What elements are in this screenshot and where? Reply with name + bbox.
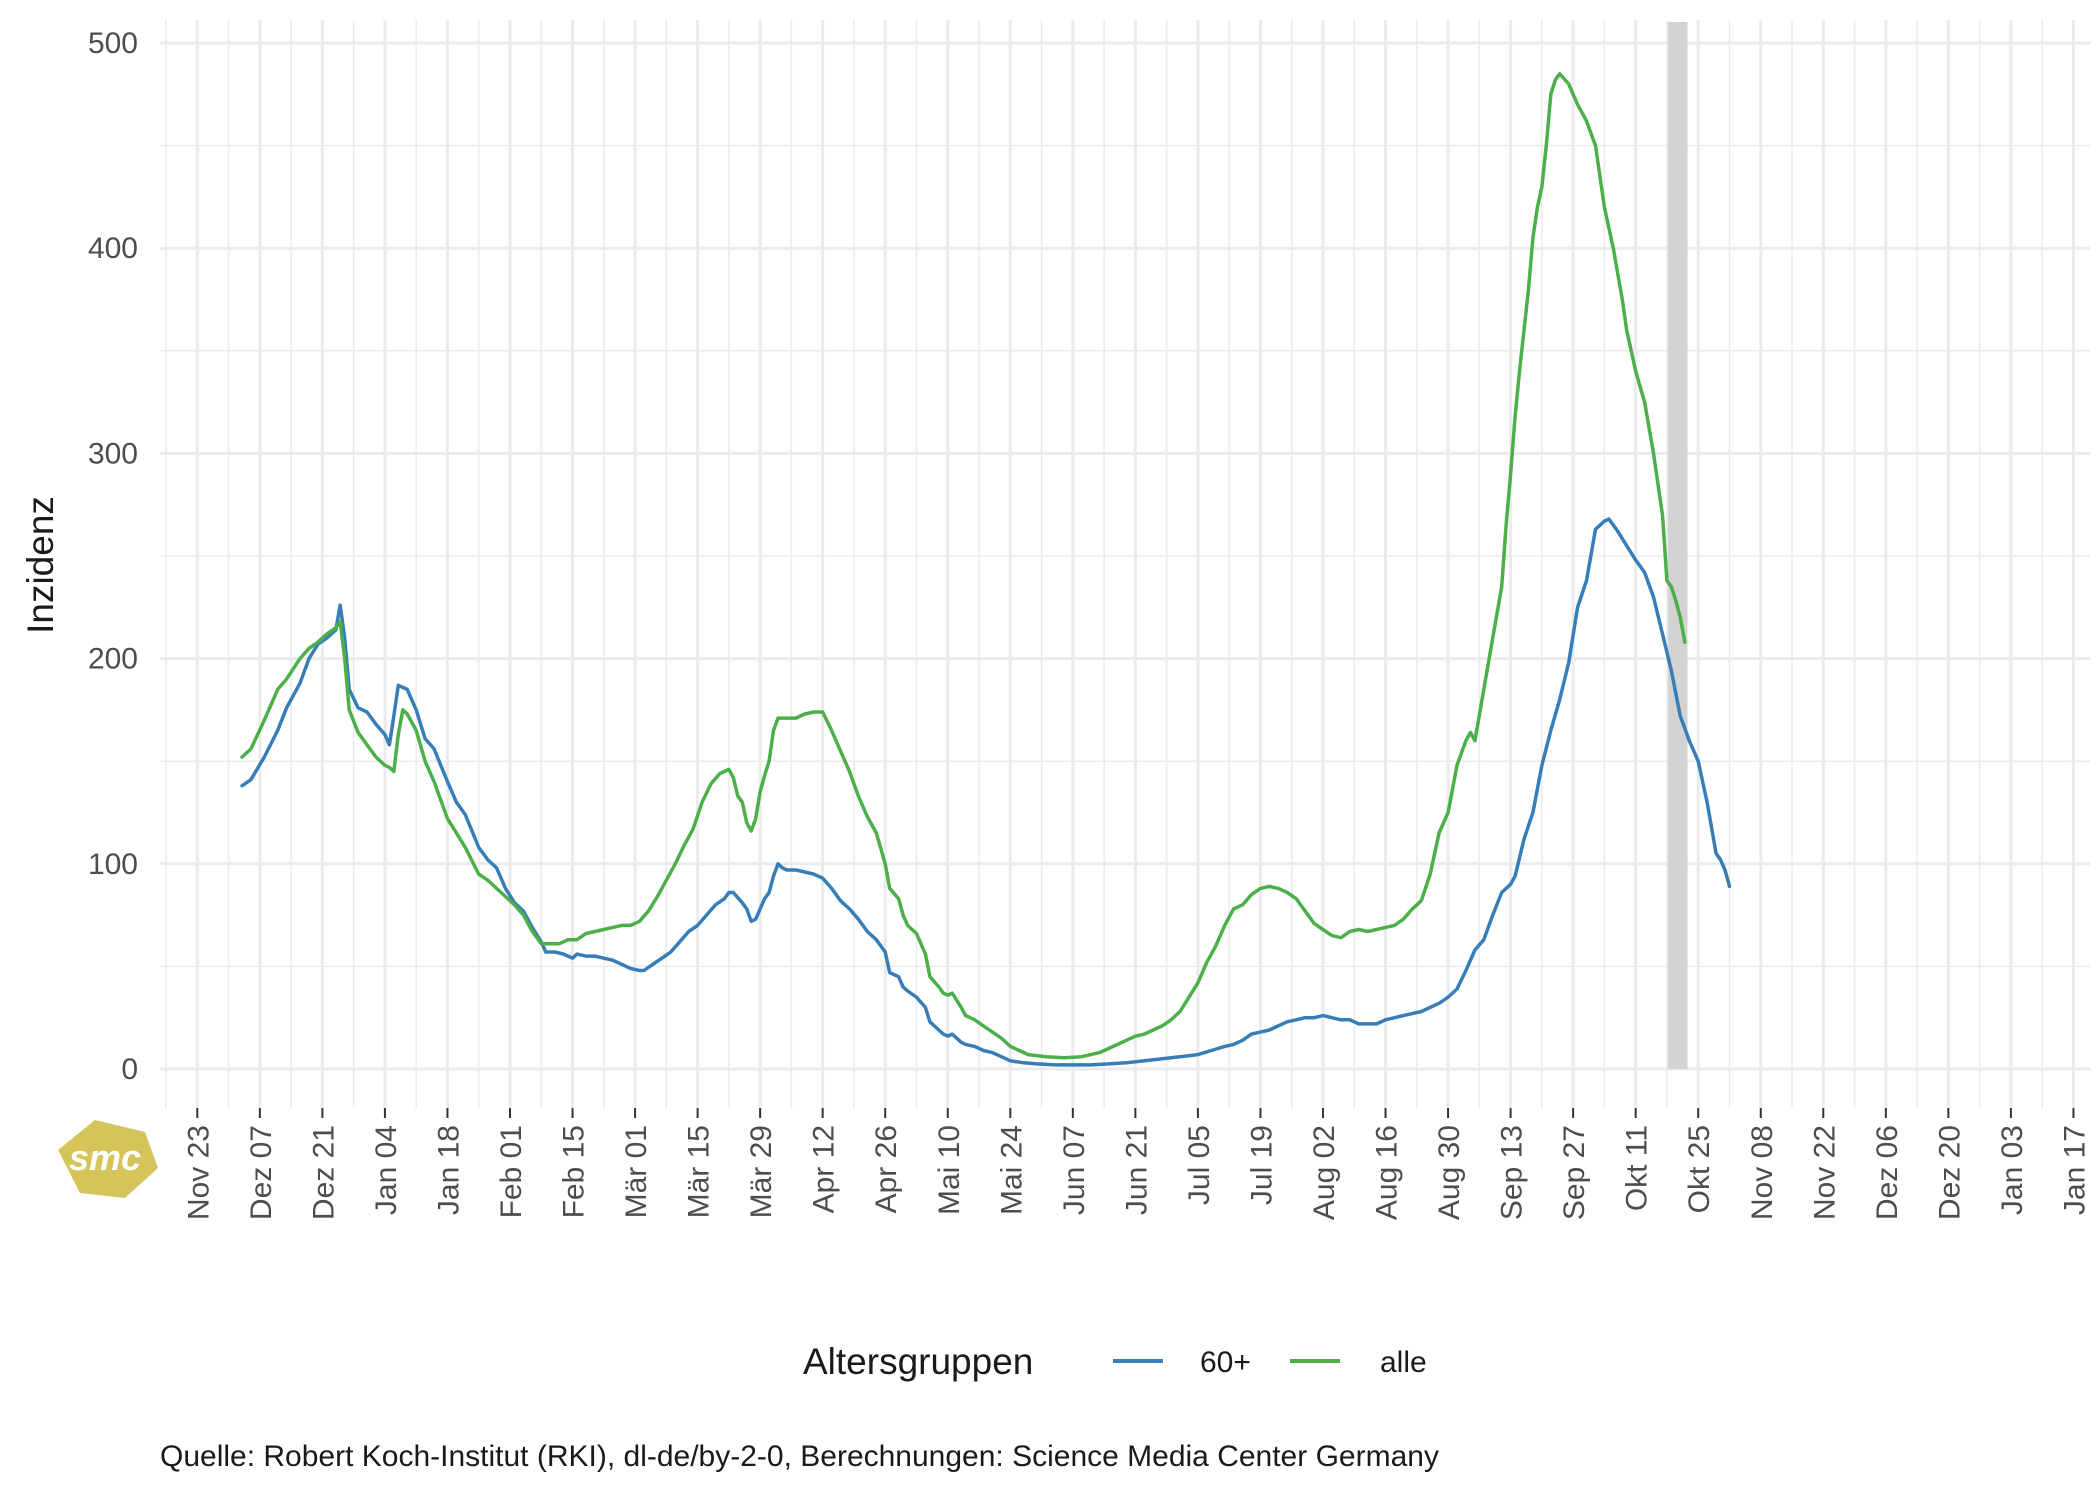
legend-label-60plus: 60+ — [1200, 1346, 1251, 1379]
x-tick-label: Mai 24 — [995, 1125, 1028, 1215]
x-tick-label: Mai 10 — [933, 1125, 966, 1215]
grid — [160, 20, 2090, 1108]
x-tick-label: Feb 01 — [495, 1125, 528, 1218]
y-tick-label: 100 — [88, 848, 138, 881]
y-tick-label: 400 — [88, 232, 138, 265]
x-tick-label: Aug 16 — [1371, 1125, 1404, 1220]
y-tick-label: 300 — [88, 437, 138, 470]
series-line-alle — [240, 72, 1687, 1060]
x-tick-label: Jan 18 — [432, 1125, 465, 1215]
x-tick-label: Nov 23 — [182, 1125, 215, 1220]
x-tick-label: Mär 01 — [620, 1125, 653, 1218]
x-tick-label: Dez 21 — [307, 1125, 340, 1220]
x-axis-ticks: Nov 23 Dez 07 Dez 21 Jan 04 Jan 18 Feb 01 Feb … — [182, 1108, 2091, 1220]
x-tick-label: Sep 27 — [1558, 1125, 1591, 1220]
logo-shape — [58, 1120, 158, 1198]
y-axis-ticks: 0 100 200 300 400 500 — [88, 27, 138, 1086]
x-tick-label: Jul 19 — [1245, 1125, 1278, 1205]
x-tick-label: Jan 03 — [1996, 1125, 2029, 1215]
x-tick-label: Mär 29 — [745, 1125, 778, 1218]
shaded-region — [1667, 22, 1688, 1069]
y-tick-label: 200 — [88, 643, 138, 676]
y-tick-label: 500 — [88, 27, 138, 60]
logo: smc — [58, 1120, 158, 1198]
x-tick-label: Apr 26 — [870, 1125, 903, 1213]
x-tick-label: Jul 05 — [1183, 1125, 1216, 1205]
x-tick-label: Jun 21 — [1120, 1125, 1153, 1215]
source-caption: Quelle: Robert Koch-Institut (RKI), dl-d… — [160, 1440, 1439, 1473]
legend-label-alle: alle — [1380, 1346, 1427, 1379]
x-tick-label: Okt 11 — [1621, 1125, 1654, 1211]
x-tick-label: Nov 08 — [1746, 1125, 1779, 1220]
x-tick-label: Apr 12 — [808, 1125, 841, 1213]
x-tick-label: Dez 07 — [245, 1125, 278, 1220]
y-tick-label: 0 — [121, 1053, 138, 1086]
x-tick-label: Okt 25 — [1683, 1125, 1716, 1213]
x-tick-label: Mär 15 — [683, 1125, 716, 1218]
x-tick-label: Aug 02 — [1308, 1125, 1341, 1220]
x-tick-label: Jan 17 — [2058, 1125, 2091, 1215]
legend: Altersgruppen 60+ alle — [803, 1341, 1427, 1382]
x-tick-label: Sep 13 — [1496, 1125, 1529, 1220]
series-lines — [240, 72, 1732, 1067]
x-tick-label: Jun 07 — [1058, 1125, 1091, 1215]
x-tick-label: Dez 20 — [1933, 1125, 1966, 1220]
x-tick-label: Jan 04 — [370, 1125, 403, 1215]
x-tick-label: Nov 22 — [1808, 1125, 1841, 1220]
x-tick-label: Dez 06 — [1871, 1125, 1904, 1220]
y-axis-title: Inzidenz — [20, 496, 61, 634]
legend-title: Altersgruppen — [803, 1341, 1033, 1382]
x-tick-label: Feb 15 — [558, 1125, 591, 1218]
x-tick-label: Aug 30 — [1433, 1125, 1466, 1220]
logo-text: smc — [69, 1137, 141, 1178]
series-line-60plus — [240, 517, 1732, 1067]
